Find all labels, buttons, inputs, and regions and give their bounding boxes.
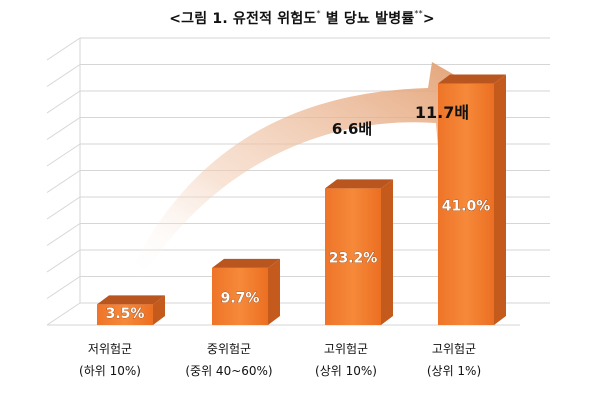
grid-line-diagonal: [46, 276, 81, 299]
category-label: 고위험군 (상위 10%): [286, 338, 406, 382]
grid-line-diagonal: [46, 37, 81, 61]
bar-top: [325, 179, 393, 189]
grid-line-diagonal: [46, 90, 81, 114]
multiplier-annotation: 6.6배: [332, 120, 372, 138]
bar-side: [268, 258, 280, 325]
bar-side: [381, 179, 393, 325]
grid-line-diagonal: [46, 249, 81, 273]
bar-top: [212, 258, 280, 268]
value-label: 23.2%: [329, 251, 378, 267]
grid-line-diagonal: [46, 302, 81, 326]
bar-front: [212, 267, 268, 325]
grid-line-diagonal: [46, 143, 81, 167]
chart-title: <그림 1. 유전적 위험도* 별 당뇨 발병률**>: [169, 9, 435, 27]
bar-front: [438, 83, 494, 325]
category-name: 중위험군: [206, 342, 252, 356]
grid-line-diagonal: [46, 196, 81, 220]
bar-top: [438, 74, 506, 84]
category-subtext: (중위 40~60%): [185, 364, 273, 378]
category-subtext: (상위 1%): [426, 364, 482, 378]
grid-line-diagonal: [46, 170, 81, 193]
bar-top: [97, 295, 165, 305]
value-label: 9.7%: [221, 290, 260, 306]
category-name: 저위험군: [87, 342, 133, 356]
multiplier-annotation: 11.7배: [415, 103, 469, 122]
value-label: 41.0%: [442, 198, 491, 214]
category-subtext: (상위 10%): [315, 364, 377, 378]
bar-front: [97, 304, 153, 325]
bar-side: [153, 295, 165, 325]
category-label: 중위험군 (중위 40~60%): [169, 338, 289, 382]
grid-line-diagonal: [46, 117, 81, 140]
trend-arrow: [130, 62, 486, 278]
value-label: 3.5%: [106, 306, 145, 322]
grid-line-diagonal: [46, 64, 81, 87]
bar-side: [494, 74, 506, 325]
grid-line-diagonal: [46, 223, 81, 246]
category-subtext: (하위 10%): [79, 364, 141, 378]
category-label: 고위험군 (상위 1%): [394, 338, 514, 382]
category-label: 저위험군 (하위 10%): [50, 338, 170, 382]
category-name: 고위험군: [323, 342, 369, 356]
bar-front: [325, 188, 381, 325]
category-name: 고위험군: [431, 342, 477, 356]
